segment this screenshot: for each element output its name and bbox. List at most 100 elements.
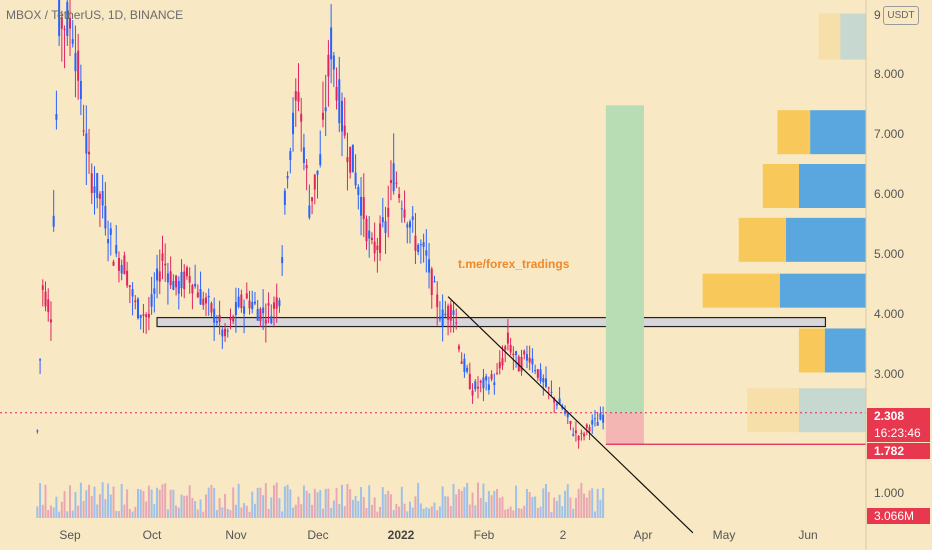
- candle-body: [191, 285, 194, 294]
- volume-bar: [237, 483, 240, 518]
- volume-bar: [117, 511, 120, 518]
- volume-bar: [341, 484, 343, 518]
- volume-bar: [150, 489, 153, 518]
- candle-body: [498, 361, 501, 369]
- candle-body: [602, 414, 605, 423]
- candle-body: [207, 295, 210, 298]
- volume-bar: [493, 491, 496, 518]
- candle-body: [49, 319, 52, 323]
- volume-bar: [74, 491, 77, 518]
- volume-bar: [158, 489, 161, 518]
- volume-bar: [398, 506, 401, 518]
- volume-bar: [107, 483, 110, 518]
- candle-body: [398, 194, 401, 199]
- candle-body: [539, 369, 542, 382]
- volume-bar: [365, 507, 368, 518]
- candle-body: [487, 384, 490, 390]
- volume-bar: [196, 509, 199, 518]
- volume-bar: [145, 501, 148, 518]
- candle-body: [351, 144, 354, 173]
- volume-bar: [210, 484, 213, 518]
- candle-body: [205, 297, 207, 304]
- volume-bar: [596, 488, 599, 518]
- volume-bar: [321, 508, 324, 518]
- candle-body: [547, 387, 550, 389]
- volume-bar: [115, 511, 118, 518]
- volume-bar: [104, 499, 107, 518]
- volume-bar: [305, 490, 308, 518]
- volume-bar: [409, 501, 411, 518]
- candle-body: [525, 354, 528, 361]
- volume-bar: [357, 501, 360, 518]
- volume-bar: [300, 504, 303, 518]
- volume-bar: [101, 482, 104, 518]
- volume-bar: [466, 482, 469, 518]
- volume-bar: [240, 507, 243, 518]
- volume-bar: [213, 487, 216, 518]
- vp-bar-up: [798, 388, 866, 433]
- symbol-title: MBOX / TetherUS, 1D, BINANCE: [6, 8, 184, 22]
- volume-bar: [343, 506, 346, 518]
- volume-bar: [199, 499, 202, 518]
- candle-body: [58, 0, 61, 37]
- candle-body: [515, 351, 518, 355]
- volume-bar: [47, 509, 50, 518]
- candle-body: [202, 298, 205, 306]
- candle-body: [558, 398, 561, 405]
- volume-bar: [370, 504, 373, 518]
- volume-bar: [39, 483, 42, 518]
- volume-bar: [425, 507, 428, 518]
- volume-bar: [316, 492, 319, 518]
- candle-body: [447, 306, 450, 320]
- candle-body: [213, 308, 216, 323]
- volume-bar: [308, 493, 311, 518]
- volume-bar: [327, 488, 330, 518]
- x-tick: Oct: [142, 528, 162, 542]
- candle-body: [389, 179, 392, 184]
- volume-bar: [376, 511, 379, 518]
- volume-bar: [153, 504, 156, 518]
- volume-bar: [147, 485, 150, 518]
- volume-bar: [169, 489, 172, 518]
- candle-body: [441, 309, 444, 327]
- volume-bar: [292, 507, 295, 518]
- candle-body: [107, 239, 110, 244]
- candle-body: [286, 175, 289, 179]
- volume-bar: [232, 487, 235, 518]
- volume-bar: [490, 495, 493, 518]
- candle-body: [349, 146, 352, 173]
- volume-bar: [419, 503, 422, 518]
- volume-bar: [60, 501, 63, 518]
- candle-body: [417, 244, 420, 253]
- volume-bar: [406, 511, 409, 518]
- candle-body: [253, 301, 256, 304]
- volume-bar: [128, 508, 131, 518]
- candle-body: [574, 430, 577, 434]
- volume-bar: [194, 501, 197, 518]
- volume-bar: [457, 489, 460, 518]
- volume-bar: [428, 508, 431, 518]
- candle-body: [88, 151, 91, 155]
- candle-body: [536, 369, 539, 378]
- candle-body: [438, 316, 441, 320]
- volume-bar: [463, 487, 466, 518]
- volume-bar: [515, 485, 518, 518]
- volume-bar: [55, 496, 58, 518]
- volume-bar: [400, 486, 403, 518]
- candle-body: [425, 250, 428, 256]
- volume-bar: [360, 487, 363, 518]
- candle-body: [229, 318, 232, 320]
- candle-body: [104, 206, 107, 229]
- volume-bar: [270, 497, 273, 518]
- volume-bar: [202, 511, 205, 518]
- candle-body: [327, 54, 330, 77]
- candle-body: [311, 197, 314, 202]
- candle-body: [583, 433, 586, 437]
- candle-body: [158, 271, 161, 282]
- volume-bar: [482, 483, 485, 518]
- volume-bar: [580, 482, 583, 518]
- currency-button[interactable]: USDT: [883, 6, 919, 25]
- volume-bar: [185, 495, 188, 518]
